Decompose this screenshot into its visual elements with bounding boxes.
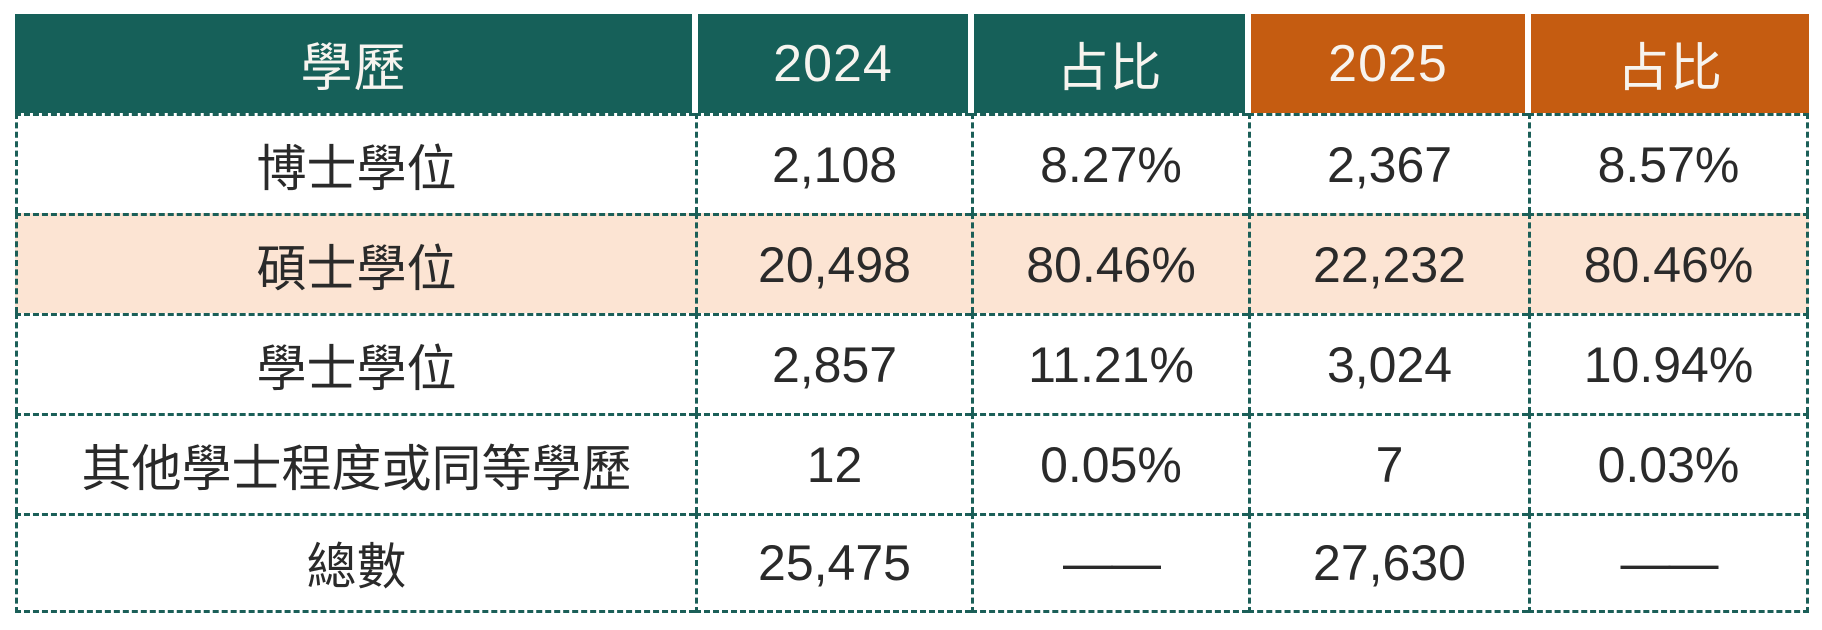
header-cell-2025: 2025 — [1248, 14, 1528, 113]
cell-doctorate-2024-share: 8.27% — [971, 113, 1248, 213]
cell-master-2025-share: 80.46% — [1528, 213, 1809, 313]
cell-other-2025-share: 0.03% — [1528, 413, 1809, 513]
cell-bachelor-2025-share: 10.94% — [1528, 313, 1809, 413]
header-cell-2024-share: 占比 — [971, 14, 1248, 113]
cell-master-2024: 20,498 — [695, 213, 971, 313]
cell-total-2024-share-empty: —— — [971, 513, 1248, 613]
row-label-doctorate: 博士學位 — [15, 113, 695, 213]
cell-bachelor-2025: 3,024 — [1248, 313, 1528, 413]
cell-bachelor-2024: 2,857 — [695, 313, 971, 413]
header-cell-2024: 2024 — [695, 14, 971, 113]
row-label-bachelor: 學士學位 — [15, 313, 695, 413]
education-distribution-table: 學歷 2024 占比 2025 占比 博士學位 2,108 8.27% 2,36… — [15, 14, 1809, 613]
cell-other-2025: 7 — [1248, 413, 1528, 513]
cell-total-2025: 27,630 — [1248, 513, 1528, 613]
cell-master-2025: 22,232 — [1248, 213, 1528, 313]
cell-doctorate-2025-share: 8.57% — [1528, 113, 1809, 213]
cell-other-2024: 12 — [695, 413, 971, 513]
cell-doctorate-2025: 2,367 — [1248, 113, 1528, 213]
cell-master-2024-share: 80.46% — [971, 213, 1248, 313]
row-label-master: 碩士學位 — [15, 213, 695, 313]
header-cell-education: 學歷 — [15, 14, 695, 113]
header-cell-2025-share: 占比 — [1528, 14, 1809, 113]
row-label-total: 總數 — [15, 513, 695, 613]
cell-total-2025-share-empty: —— — [1528, 513, 1809, 613]
cell-doctorate-2024: 2,108 — [695, 113, 971, 213]
cell-total-2024: 25,475 — [695, 513, 971, 613]
cell-bachelor-2024-share: 11.21% — [971, 313, 1248, 413]
row-label-other: 其他學士程度或同等學歷 — [15, 413, 695, 513]
cell-other-2024-share: 0.05% — [971, 413, 1248, 513]
